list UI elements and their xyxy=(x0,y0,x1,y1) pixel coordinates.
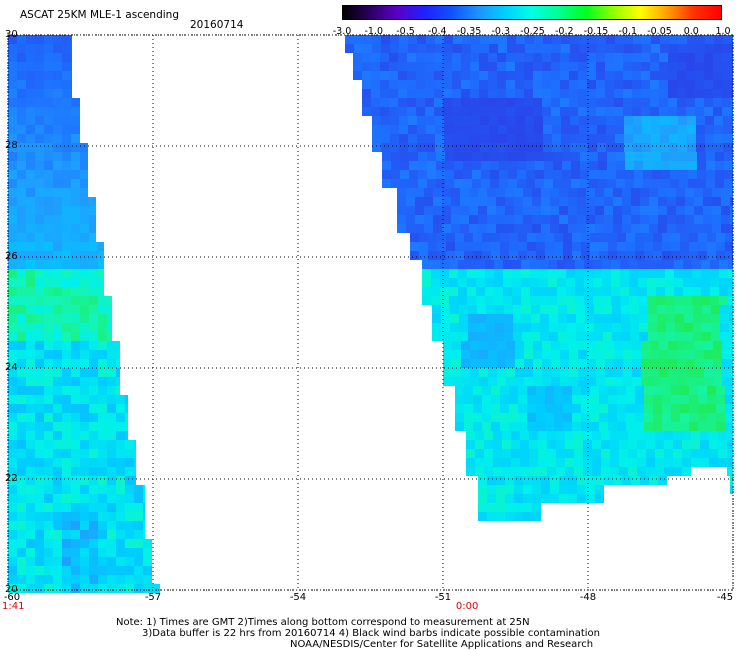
color-scale-label: -0.3 xyxy=(491,26,511,37)
latitude-label: 22 xyxy=(5,473,18,484)
color-scale-bar xyxy=(342,5,722,20)
longitude-label: -60 xyxy=(3,592,21,603)
longitude-label: -54 xyxy=(289,592,307,603)
longitude-label: -57 xyxy=(144,592,162,603)
latitude-label: 20 xyxy=(5,584,18,595)
swath-layer xyxy=(8,35,733,593)
longitude-label: -48 xyxy=(579,592,597,603)
note-line-3: NOAA/NESDIS/Center for Satellite Applica… xyxy=(290,639,594,650)
latitude-label: 30 xyxy=(5,29,18,40)
pass-time-label: 1:41 xyxy=(2,601,25,612)
latitude-label: 26 xyxy=(5,251,18,262)
color-scale-label: -1.0 xyxy=(364,26,384,37)
latitude-label: 24 xyxy=(5,362,18,373)
color-scale-label: -0.35 xyxy=(456,26,482,37)
color-scale-label: -0.15 xyxy=(583,26,609,37)
longitude-label: -51 xyxy=(434,592,452,603)
color-scale-label: -0.5 xyxy=(396,26,415,37)
pass-time-label: 0:00 xyxy=(455,601,479,612)
color-scale-labels: -3.0 -1.0 -0.5 -0.4 -0.35 -0.3 -0.25 -0.2 -0.15-… xyxy=(332,26,735,38)
color-scale-label: 1.0 xyxy=(715,26,731,37)
color-scale-label: -0.4 xyxy=(427,26,447,37)
note-line-1: Note: 1) Times are GMT 2)Times along bot… xyxy=(116,617,530,628)
latitude-label: 28 xyxy=(5,140,18,151)
grid-lines xyxy=(7,34,734,591)
color-scale-label: -0.25 xyxy=(520,26,545,37)
color-scale-label: -0.2 xyxy=(554,26,574,37)
color-scale-label: -0.1 xyxy=(618,26,638,37)
color-scale-label: -0.05 xyxy=(647,26,672,37)
product-date: 20160714 xyxy=(190,19,244,31)
product-title: ASCAT 25KM MLE-1 ascending xyxy=(20,9,179,21)
note-line-2: 3)Data buffer is 22 hrs from 20160714 4)… xyxy=(142,628,600,639)
longitude-label: -45 xyxy=(716,592,734,603)
color-scale-label: 0.0 xyxy=(683,26,699,37)
color-scale-label: -3.0 xyxy=(332,26,352,37)
